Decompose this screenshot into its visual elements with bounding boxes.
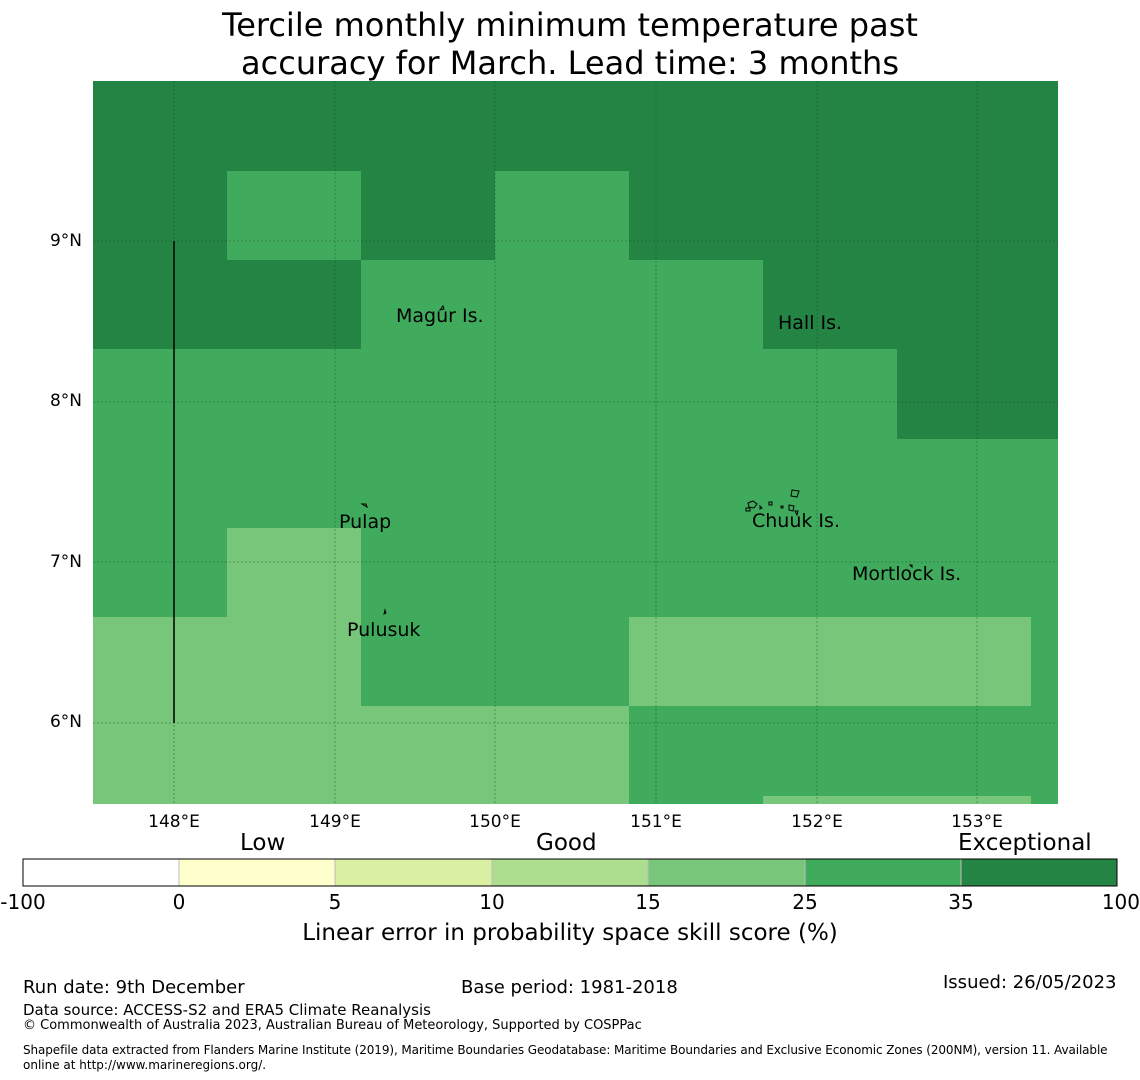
data-source: Data source: ACCESS-S2 and ERA5 Climate … (23, 1001, 431, 1019)
island-outline (768, 501, 773, 506)
grid-cell (93, 171, 227, 349)
grid-cell (629, 171, 1058, 260)
place-label-mortlock: Mortlock Is. (852, 563, 962, 585)
island-outline (794, 510, 799, 517)
chart-title: Tercile monthly minimum temperature past… (0, 6, 1140, 82)
grid-cell (93, 706, 629, 804)
colorbar-tick-label: 35 (948, 890, 974, 914)
skill-grid (93, 81, 1058, 804)
lon-tick-label: 150°E (469, 812, 521, 832)
run-date: Run date: 9th December (23, 977, 245, 998)
grid-cell (763, 260, 1058, 349)
grid-cell (93, 617, 361, 706)
lat-tick-label: 9°N (49, 231, 82, 251)
place-label-pulusuk: Pulusuk (347, 619, 421, 641)
island-outline (383, 608, 387, 615)
lon-tick-label: 153°E (951, 812, 1003, 832)
island-outline (788, 504, 795, 512)
colorbar-tick-label: 100 (1101, 890, 1140, 914)
colorbar-segment (647, 858, 806, 887)
grid-cell (93, 81, 1058, 171)
legend-category-low: Low (240, 830, 286, 856)
island-outline (759, 504, 763, 510)
colorbar-axis-label: Linear error in probability space skill … (302, 920, 838, 946)
lat-tick-label: 8°N (49, 391, 82, 411)
lat-tick-label: 6°N (49, 712, 82, 732)
colorbar-tick-label: -100 (0, 890, 46, 914)
colorbar-border (22, 858, 1118, 887)
place-label-chuuk: Chuuk Is. (752, 510, 840, 532)
copyright: © Commonwealth of Australia 2023, Austra… (23, 1018, 642, 1033)
title-line-2: accuracy for March. Lead time: 3 months (241, 44, 899, 82)
legend-category-good: Good (536, 830, 597, 856)
shapefile-credit-line-2: online at http://www.marineregions.org/. (23, 1058, 267, 1072)
island-outline (790, 489, 800, 498)
grid-cell (361, 171, 495, 260)
issued-date: Issued: 26/05/2023 (943, 972, 1117, 993)
colorbar-segment (22, 858, 180, 887)
colorbar (22, 858, 1118, 887)
colorbar-tick-label: 25 (792, 890, 818, 914)
place-label-pulap: Pulap (339, 511, 392, 533)
island-outline (908, 564, 913, 569)
grid-cell (763, 796, 1031, 804)
colorbar-segment (960, 858, 1118, 887)
base-period: Base period: 1981-2018 (461, 977, 678, 998)
colorbar-tick-label: 0 (172, 890, 186, 914)
island-outline (747, 500, 758, 509)
island-outline (360, 503, 368, 509)
island-outlines (360, 304, 913, 615)
lon-tick-label: 151°E (630, 812, 682, 832)
lon-tick-label: 149°E (309, 812, 361, 832)
colorbar-segment (491, 858, 649, 887)
grid-cell (227, 528, 361, 617)
colorbar-segment (178, 858, 336, 887)
shapefile-credit-line-1: Shapefile data extracted from Flanders M… (23, 1043, 1108, 1057)
colorbar-tick-label: 15 (635, 890, 661, 914)
lat-tick-label: 7°N (49, 552, 82, 572)
colorbar-segment (334, 858, 493, 887)
grid-cell (629, 617, 1031, 706)
island-outline (780, 505, 784, 509)
colorbar-tick-label: 10 (479, 890, 505, 914)
grid-cell (897, 349, 1058, 439)
colorbar-tick-label: 5 (328, 890, 342, 914)
island-outline (745, 507, 751, 512)
legend-category-exceptional: Exceptional (958, 830, 1092, 856)
island-outline (438, 304, 445, 311)
place-label-magur: Magur Is. (396, 305, 484, 327)
place-label-hall: Hall Is. (778, 312, 843, 334)
lon-tick-label: 148°E (148, 812, 200, 832)
grid-cell (227, 260, 361, 349)
title-line-1: Tercile monthly minimum temperature past (222, 6, 918, 44)
colorbar-segment (804, 858, 962, 887)
lon-tick-label: 152°E (791, 812, 843, 832)
